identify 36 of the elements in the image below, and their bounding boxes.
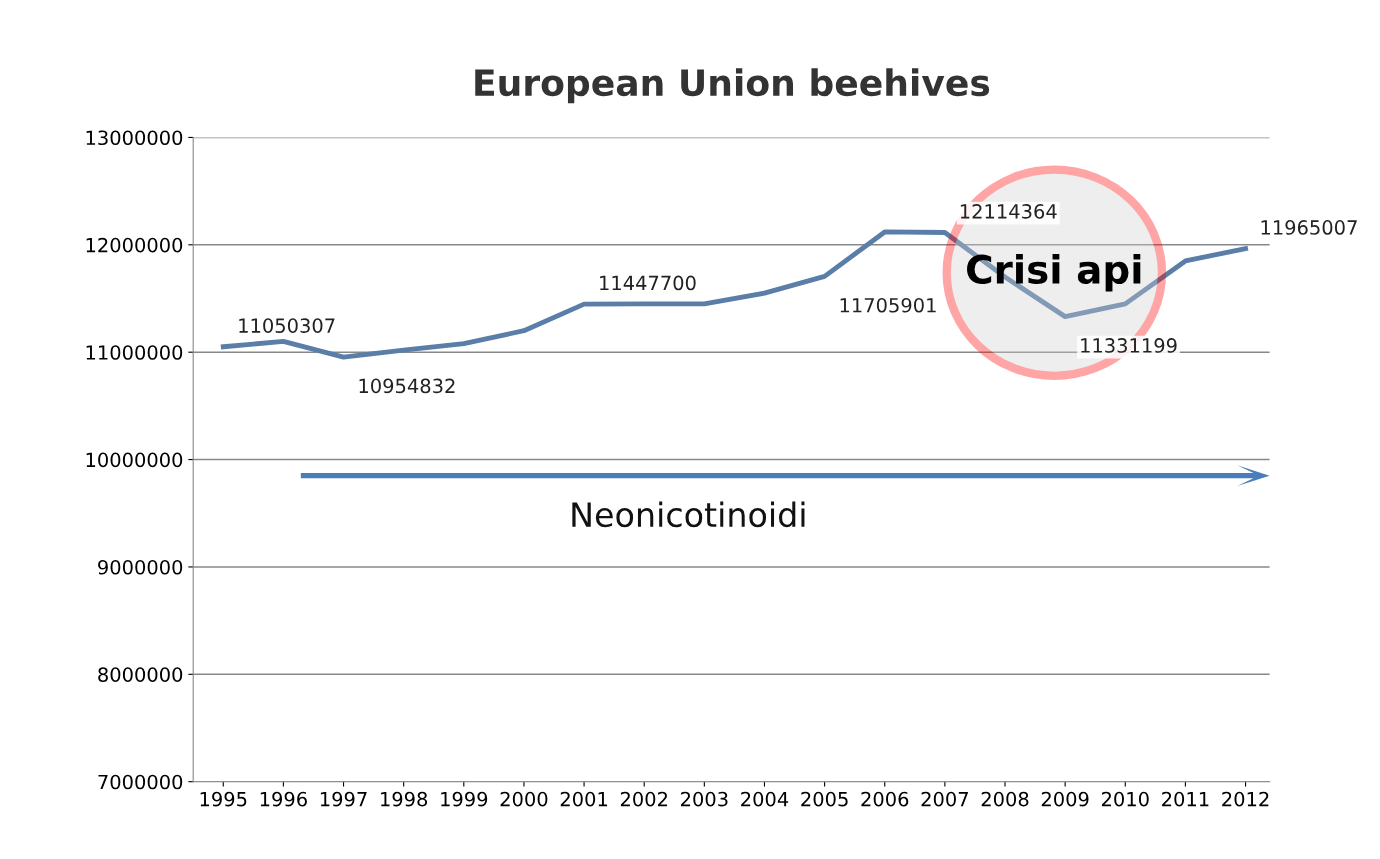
- data-label: 11447700: [600, 275, 696, 291]
- data-label: 11050307: [239, 318, 335, 333]
- y-tick-label: 7000000: [98, 774, 183, 790]
- annotation: Crisi api: [967, 253, 1141, 292]
- data-label: 11331199: [1081, 338, 1177, 353]
- x-tick-label: 1997: [320, 791, 367, 807]
- y-tick-label: 8000000: [98, 667, 183, 682]
- data-label: 11705901: [840, 297, 936, 313]
- chart-title: European Union beehives: [475, 68, 990, 104]
- x-tick-label: 2010: [1101, 791, 1149, 807]
- x-tick-label: 2004: [741, 791, 789, 807]
- data-label: 12114364: [960, 204, 1057, 219]
- x-tick-label: 2011: [1162, 791, 1209, 807]
- x-tick-label: 1999: [441, 791, 488, 807]
- line-series: [220, 229, 1248, 360]
- x-tick-label: 2001: [560, 791, 608, 807]
- x-tick-label: 1998: [381, 791, 428, 807]
- x-tick-label: 2000: [500, 791, 548, 807]
- annotation: Neonicotinoidi: [572, 501, 805, 528]
- x-tick-label: 2005: [801, 791, 848, 807]
- x-tick-label: 2008: [981, 791, 1029, 807]
- y-tick-label: 12000000: [86, 237, 183, 253]
- x-tick-label: 2012: [1222, 791, 1269, 807]
- x-tick-label: 1996: [260, 791, 307, 807]
- x-tick-label: 2007: [921, 791, 968, 807]
- x-tick-label: 2002: [620, 791, 667, 807]
- x-tick-label: 2009: [1041, 791, 1089, 807]
- data-label: 11965007: [1261, 220, 1357, 235]
- y-tick-label: 10000000: [86, 452, 183, 468]
- x-tick-label: 1995: [200, 791, 247, 807]
- x-tick-label: 2006: [861, 791, 909, 807]
- x-tick-label: 2003: [681, 791, 728, 807]
- data-label: 10954832: [359, 378, 455, 394]
- y-tick-label: 11000000: [86, 345, 183, 360]
- y-tick-label: 9000000: [98, 559, 183, 575]
- y-tick-label: 13000000: [86, 130, 183, 146]
